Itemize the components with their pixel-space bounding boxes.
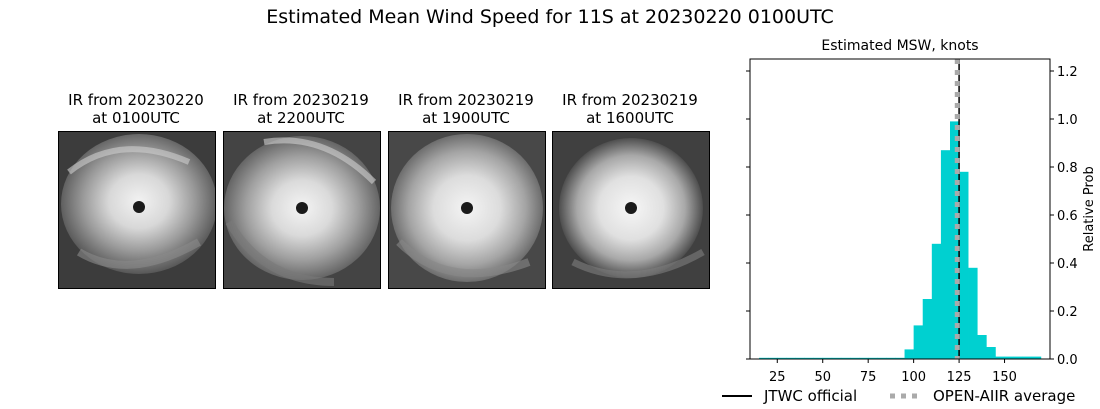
- histogram-bar: [1022, 356, 1033, 359]
- histogram-bar: [959, 171, 969, 359]
- x-tick-label: 125: [947, 370, 972, 385]
- histogram-bar: [822, 357, 833, 359]
- ir-image-3: [388, 131, 546, 289]
- histogram-bar: [813, 357, 824, 359]
- ir-panel-title-3: IR from 20230219 at 1900UTC: [381, 91, 551, 127]
- ir-panel-title-line1: IR from 20230219: [233, 91, 369, 109]
- x-tick-label: 25: [769, 370, 786, 385]
- y-tick-label: 1.0: [1057, 113, 1078, 128]
- histogram-bar: [886, 357, 896, 359]
- ir-image-1: [58, 131, 216, 289]
- histogram-bar: [895, 357, 905, 359]
- histogram-bar: [768, 357, 778, 359]
- histogram-bar: [904, 349, 914, 359]
- ir-panel-title-line2: at 0100UTC: [92, 109, 180, 127]
- ir-panel-title-line2: at 1900UTC: [422, 109, 510, 127]
- x-tick-label: 150: [992, 370, 1017, 385]
- x-tick-label: 100: [901, 370, 926, 385]
- histogram-bars: [759, 121, 1042, 360]
- y-tick-label: 0.0: [1057, 353, 1078, 368]
- ir-panel-title-2: IR from 20230219 at 2200UTC: [216, 91, 386, 127]
- ir-panel-title-line1: IR from 20230220: [68, 91, 204, 109]
- legend-label-jtwc: JTWC official: [763, 387, 857, 405]
- histogram-bar: [977, 335, 987, 359]
- x-axis: 25 50 75 100 125 150: [769, 359, 1017, 385]
- histogram-bar: [868, 357, 878, 359]
- histogram-bar: [759, 357, 769, 359]
- histogram-bar: [931, 243, 942, 359]
- reference-lines: [954, 59, 960, 359]
- histogram-bar: [831, 357, 842, 359]
- y-tick-label: 0.2: [1057, 305, 1078, 320]
- histogram-bar: [804, 357, 814, 359]
- histogram-bar: [777, 357, 787, 359]
- histogram-bar: [913, 325, 924, 359]
- histogram-bar: [950, 121, 960, 360]
- plot-frame: [749, 58, 1051, 360]
- ir-panel-title-4: IR from 20230219 at 1600UTC: [545, 91, 715, 127]
- chart-title: Estimated MSW, knots: [821, 38, 978, 54]
- x-tick-label: 75: [860, 370, 877, 385]
- ir-image-2: [223, 131, 381, 289]
- ir-panel-title-line2: at 2200UTC: [257, 109, 345, 127]
- legend: JTWC official OPEN-AIIR average: [722, 387, 1075, 405]
- legend-label-open-aiir: OPEN-AIIR average: [933, 387, 1075, 405]
- histogram-bar: [1031, 356, 1042, 359]
- y-tick-label: 0.8: [1057, 161, 1078, 176]
- ir-panel-title-1: IR from 20230220 at 0100UTC: [51, 91, 221, 127]
- y-tick-label: 1.2: [1057, 65, 1078, 80]
- histogram-bar: [859, 357, 869, 359]
- histogram-bar: [968, 267, 978, 359]
- histogram-bar: [922, 299, 933, 359]
- histogram-bar: [877, 357, 887, 359]
- histogram-bar: [1013, 356, 1024, 359]
- histogram-bar: [940, 150, 951, 359]
- figure-title: Estimated Mean Wind Speed for 11S at 202…: [266, 6, 834, 28]
- y-axis: 0.0 0.2 0.4 0.6 0.8 1.0 1.2: [746, 65, 1078, 368]
- histogram-bar: [795, 357, 805, 359]
- ir-image-4: [552, 131, 710, 289]
- histogram-bar: [840, 357, 851, 359]
- ir-panel-title-line1: IR from 20230219: [562, 91, 698, 109]
- histogram-bar: [995, 356, 1005, 359]
- y-tick-label: 0.4: [1057, 257, 1078, 272]
- y-axis-label: Relative Prob: [1082, 166, 1097, 251]
- histogram-bar: [850, 357, 860, 359]
- x-tick-label: 50: [814, 370, 831, 385]
- histogram-bar: [1004, 356, 1014, 359]
- histogram-bar: [986, 347, 996, 359]
- ir-panel-title-line2: at 1600UTC: [586, 109, 674, 127]
- y-tick-label: 0.6: [1057, 209, 1078, 224]
- ir-panel-title-line1: IR from 20230219: [398, 91, 534, 109]
- histogram-bar: [786, 357, 796, 359]
